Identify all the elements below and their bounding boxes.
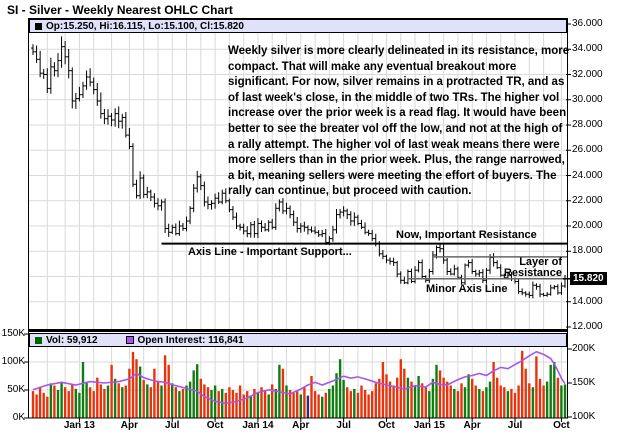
open-interest-legend-text: Open Interest: 116,841 [137, 334, 244, 346]
price-axis-label: 12.000 [572, 321, 603, 332]
volume-swatch-icon [35, 336, 42, 344]
price-axis-label: 36.000 [572, 18, 603, 29]
open-interest-swatch-icon [125, 336, 134, 344]
chart-title: SI - Silver - Weekly Nearest OHLC Chart [7, 3, 233, 17]
x-axis-label: Jul [336, 420, 351, 431]
x-axis-label: Oct [206, 420, 224, 431]
annotation-support: Axis Line - Important Support... [188, 246, 352, 258]
annotation-minor-axis-line: Minor Axis Line [426, 283, 508, 295]
volume-legend-text: Vol: 59,912 [46, 334, 98, 346]
x-axis-label: Jan 13 [63, 420, 95, 431]
x-axis-label: Apr [463, 420, 481, 431]
price-axis-label: 34.000 [572, 43, 603, 55]
x-axis-label: Jul [507, 420, 523, 431]
x-axis-label: Apr [120, 420, 139, 431]
x-axis-label: Jul [165, 420, 180, 431]
price-axis-label: 22.000 [572, 194, 603, 206]
price-axis-label: 30.000 [572, 93, 603, 105]
volume-axis-label: 100K [1, 356, 25, 367]
volume-axis-label: 0K [12, 412, 25, 423]
last-price-badge: 15.820 [570, 272, 607, 285]
open-interest-axis-label: 150K [572, 377, 596, 388]
volume-axis-label: 50K [7, 384, 25, 395]
x-axis-label: Jan 14 [242, 420, 274, 431]
x-axis-label: Oct [553, 420, 570, 431]
price-axis-label: 26.000 [572, 144, 603, 156]
annotation-layer-of-resistance-line1: Layer of [519, 256, 562, 268]
commentary-text: Weekly silver is more clearly delineated… [228, 45, 570, 198]
volume-axis-label: 150K [1, 328, 25, 339]
price-axis-label: 14.000 [572, 295, 603, 307]
open-interest-axis-label: 200K [572, 343, 596, 354]
x-axis-label: Apr [292, 420, 310, 431]
price-legend: Op:15.250, Hi:16.115, Lo:15.100, Cl:15.8… [29, 19, 567, 33]
price-axis-label: 28.000 [572, 119, 603, 130]
x-axis-label: Oct [378, 420, 395, 431]
annotation-layer-of-resistance-line2: Resistance [503, 267, 562, 279]
price-axis-label: 32.000 [572, 68, 603, 80]
price-axis-label: 24.000 [572, 169, 603, 181]
ohlc-swatch-icon [35, 22, 42, 30]
price-axis-label: 18.000 [572, 245, 603, 257]
volume-legend: Vol: 59,912 Open Interest: 116,841 [29, 333, 567, 347]
open-interest-axis-label: 100K [572, 411, 596, 422]
annotation-resistance: Now, Important Resistance [396, 229, 537, 241]
x-axis-label: Jan 15 [413, 420, 445, 431]
price-axis-label: 20.000 [572, 220, 603, 231]
ohlc-legend-text: Op:15.250, Hi:16.115, Lo:15.100, Cl:15.8… [46, 20, 244, 32]
